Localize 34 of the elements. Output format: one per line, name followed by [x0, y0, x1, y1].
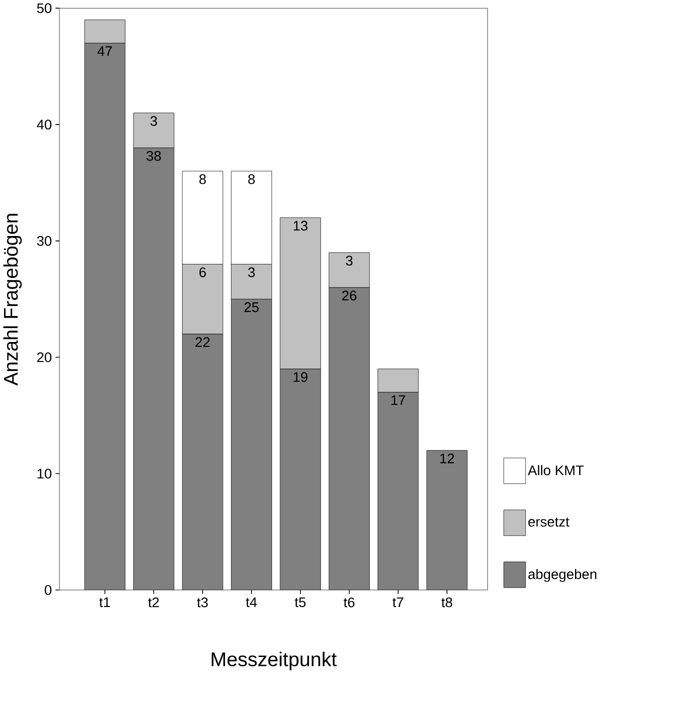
y-tick-label: 30: [37, 236, 52, 246]
x-tick-label: t5: [294, 597, 306, 608]
legend-label: ersetzt: [528, 518, 570, 527]
data-label: 47: [98, 46, 112, 56]
data-label: 12: [440, 454, 454, 464]
y-axis-title: Anzahl Fragebögen: [3, 214, 22, 386]
data-label: 6: [200, 267, 206, 278]
y-tick-label: 50: [37, 3, 52, 14]
x-tick-label: t3: [197, 597, 208, 608]
y-tick-label: 20: [37, 352, 52, 362]
data-label: 13: [294, 220, 308, 231]
data-label: 3: [346, 256, 353, 266]
data-label: 19: [294, 372, 308, 382]
x-axis-title: Messzeitpunkt: [212, 652, 337, 670]
data-label: 22: [196, 337, 210, 347]
data-label: 25: [244, 302, 259, 312]
x-tick-label: t2: [148, 597, 159, 608]
y-tick-label: 10: [38, 468, 52, 479]
y-tick-label: 0: [44, 585, 52, 595]
legend-label: abgegeben: [528, 568, 596, 582]
x-tick-label: t1: [99, 597, 110, 608]
data-label: 3: [150, 116, 158, 126]
legend-label: Allo KMT: [528, 465, 584, 476]
x-tick-label: t6: [344, 597, 355, 608]
y-tick-label: 40: [36, 120, 52, 130]
data-label: 8: [199, 174, 206, 184]
x-tick-label: t4: [246, 597, 257, 608]
x-tick-label: t7: [392, 597, 404, 608]
data-label: 38: [146, 150, 161, 161]
x-tick-label: t8: [442, 597, 452, 608]
data-label: 8: [248, 174, 255, 184]
data-label: 26: [342, 290, 356, 300]
data-label: 3: [248, 267, 255, 278]
data-label: 17: [392, 395, 406, 405]
